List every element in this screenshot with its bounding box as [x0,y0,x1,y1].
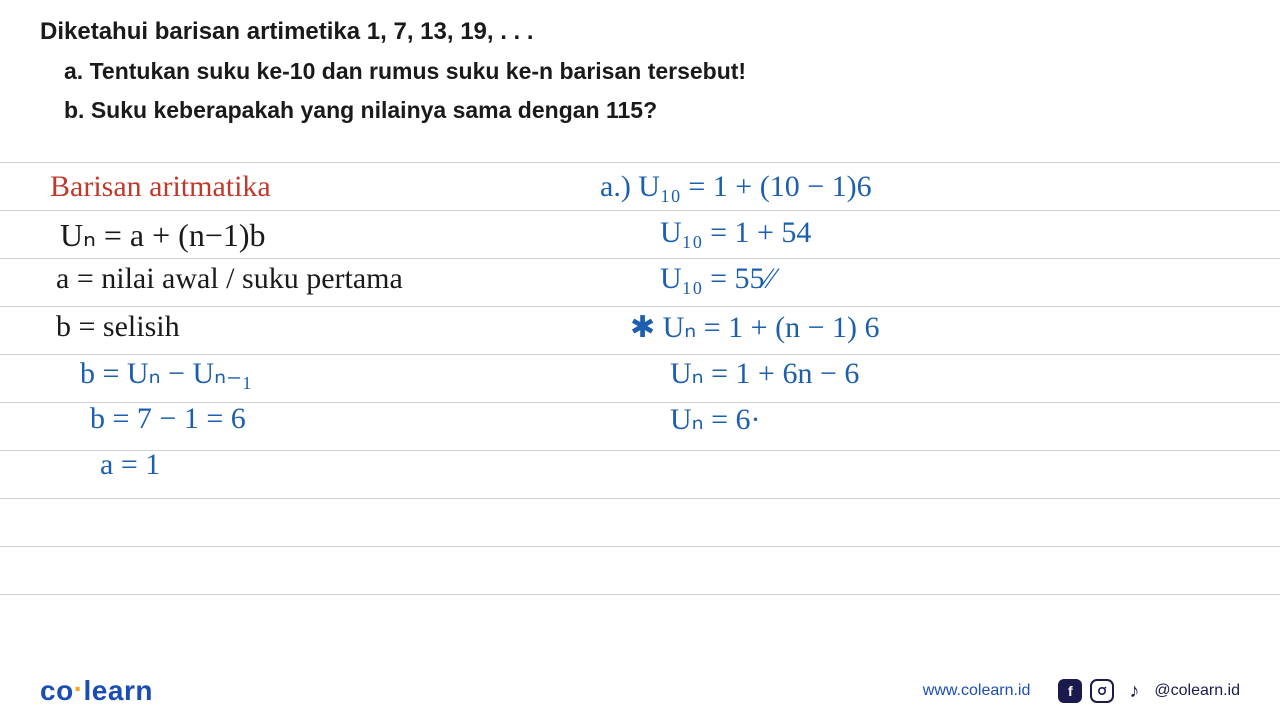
ruled-line [0,306,1280,307]
handwritten-text: Barisan aritmatika [50,170,271,204]
facebook-icon: f [1058,679,1082,703]
handwritten-text: Uₙ = 1 + 6n − 6 [670,356,859,391]
logo-co: co [40,675,74,706]
handwritten-text: U₁₀ = 55⁄⁄ [660,262,775,296]
ruled-line [0,546,1280,547]
question-title: Diketahui barisan artimetika 1, 7, 13, 1… [40,18,1240,46]
footer-url: www.colearn.id [923,682,1031,700]
logo-learn: learn [84,675,153,706]
social-handle: @colearn.id [1154,682,1240,700]
tiktok-icon: ♪ [1122,679,1146,703]
instagram-icon [1090,679,1114,703]
logo-dot-icon: · [74,673,84,704]
handwritten-text: b = selisih [56,310,180,344]
handwritten-text: ✱ Uₙ = 1 + (n − 1) 6 [630,310,880,345]
ruled-line [0,162,1280,163]
brand-logo: co·learn [40,675,153,707]
ruled-line [0,354,1280,355]
ruled-line [0,450,1280,451]
footer: co·learn www.colearn.id f ♪ @colearn.id [0,662,1280,720]
footer-right: www.colearn.id f ♪ @colearn.id [923,679,1240,703]
notebook-area: Barisan aritmatika Uₙ = a + (n−1)b a = nil… [0,160,1280,660]
question-part-a: a. Tentukan suku ke-10 dan rumus suku ke… [40,58,1240,85]
ruled-line [0,258,1280,259]
handwritten-text: U₁₀ = 1 + 54 [660,216,811,250]
ruled-line [0,498,1280,499]
handwritten-text: b = 7 − 1 = 6 [90,402,246,436]
handwritten-text: a = nilai awal / suku pertama [56,262,403,296]
handwritten-text: a = 1 [100,448,160,482]
handwritten-text: a.) U₁₀ = 1 + (10 − 1)6 [600,170,872,204]
handwritten-text: Uₙ = a + (n−1)b [60,216,266,254]
social-icons: f ♪ @colearn.id [1058,679,1240,703]
handwritten-text: Uₙ = 6· [670,402,761,437]
question-block: Diketahui barisan artimetika 1, 7, 13, 1… [0,0,1280,146]
handwritten-text: b = Uₙ − Uₙ₋₁ [80,356,252,391]
ruled-line [0,594,1280,595]
ruled-line [0,210,1280,211]
question-part-b: b. Suku keberapakah yang nilainya sama d… [40,97,1240,124]
